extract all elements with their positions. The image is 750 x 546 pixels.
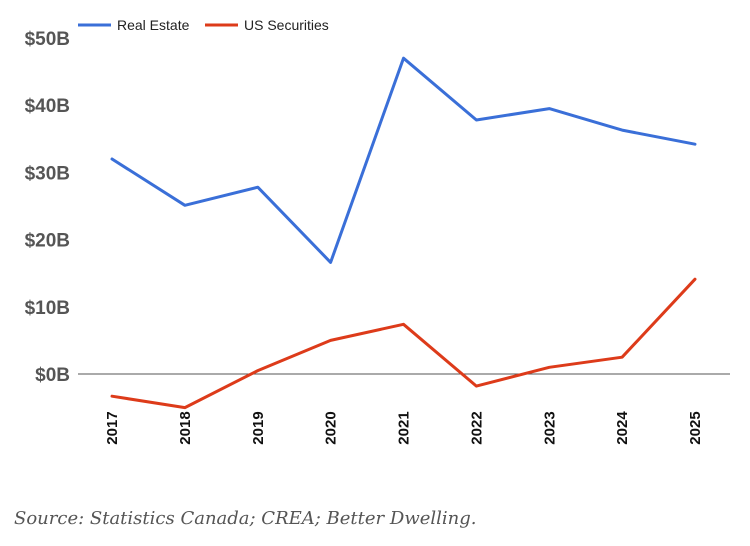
legend-label: Real Estate xyxy=(117,17,190,33)
series-line-real-estate xyxy=(110,56,697,264)
x-axis-ticks: 2017 2018 2019 2020 2021 2022 2023 2024 2025 xyxy=(104,411,704,445)
series-lines xyxy=(110,56,697,410)
y-tick-label: $40B xyxy=(25,96,70,117)
line-chart: Real Estate US Securities $0B $10B $20B $30B… xyxy=(25,17,730,445)
x-tick-label: 2024 xyxy=(614,411,631,445)
x-tick-label: 2025 xyxy=(687,411,704,444)
y-axis-ticks: $0B $10B $20B $30B $40B $50B xyxy=(25,29,70,386)
y-tick-label: $10B xyxy=(25,298,70,319)
x-tick-label: 2022 xyxy=(468,411,485,444)
y-tick-label: $20B xyxy=(25,231,70,252)
y-tick-label: $50B xyxy=(25,29,70,50)
x-tick-label: 2017 xyxy=(104,411,121,444)
series-line-us-securities xyxy=(110,277,697,410)
x-tick-label: 2019 xyxy=(250,411,267,444)
x-tick-label: 2021 xyxy=(396,411,413,444)
y-tick-label: $0B xyxy=(35,365,70,386)
x-tick-label: 2018 xyxy=(177,411,194,444)
x-tick-label: 2023 xyxy=(541,411,558,444)
x-tick-label: 2020 xyxy=(323,411,340,444)
source-note: Source: Statistics Canada; CREA; Better … xyxy=(14,508,477,529)
y-tick-label: $30B xyxy=(25,163,70,184)
legend-label: US Securities xyxy=(244,17,329,33)
legend: Real Estate US Securities xyxy=(78,17,329,33)
